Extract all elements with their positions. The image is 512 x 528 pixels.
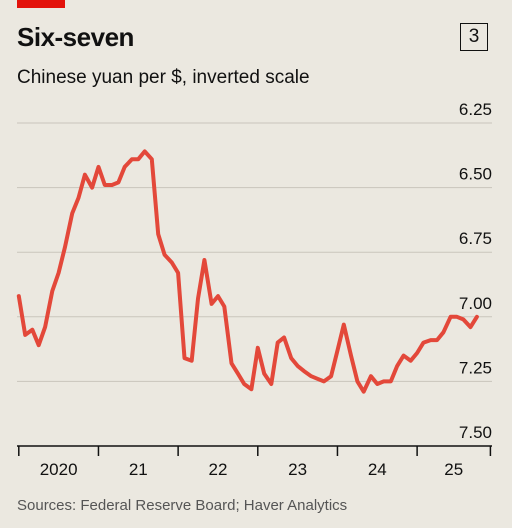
x-tick-label: 24 — [368, 460, 387, 479]
y-tick-label: 6.50 — [459, 165, 492, 184]
series-group — [16, 149, 479, 394]
source-note: Sources: Federal Reserve Board; Haver An… — [17, 497, 348, 514]
chart-subtitle: Chinese yuan per $, inverted scale — [17, 67, 310, 88]
y-tick-label: 7.00 — [459, 294, 492, 313]
y-tick-label: 7.50 — [459, 423, 492, 442]
x-tick-label: 2020 — [40, 460, 78, 479]
chart-title: Six-seven — [17, 22, 134, 52]
y-tick-label: 6.25 — [459, 100, 492, 119]
y-tick-label: 7.25 — [459, 358, 492, 377]
y-tick-labels: 6.25 6.50 6.75 7.00 7.25 7.50 — [459, 100, 492, 442]
chart-number-badge: 3 — [460, 23, 488, 51]
series-line — [16, 149, 479, 394]
x-axis: 2020 21 22 23 24 25 — [18, 446, 492, 479]
x-tick-label: 23 — [288, 460, 307, 479]
y-tick-label: 6.75 — [459, 229, 492, 248]
x-tick-label: 21 — [129, 460, 148, 479]
x-tick-label: 22 — [208, 460, 227, 479]
grid-lines — [17, 122, 492, 447]
accent-bar — [17, 0, 65, 8]
x-tick-label: 25 — [444, 460, 463, 479]
